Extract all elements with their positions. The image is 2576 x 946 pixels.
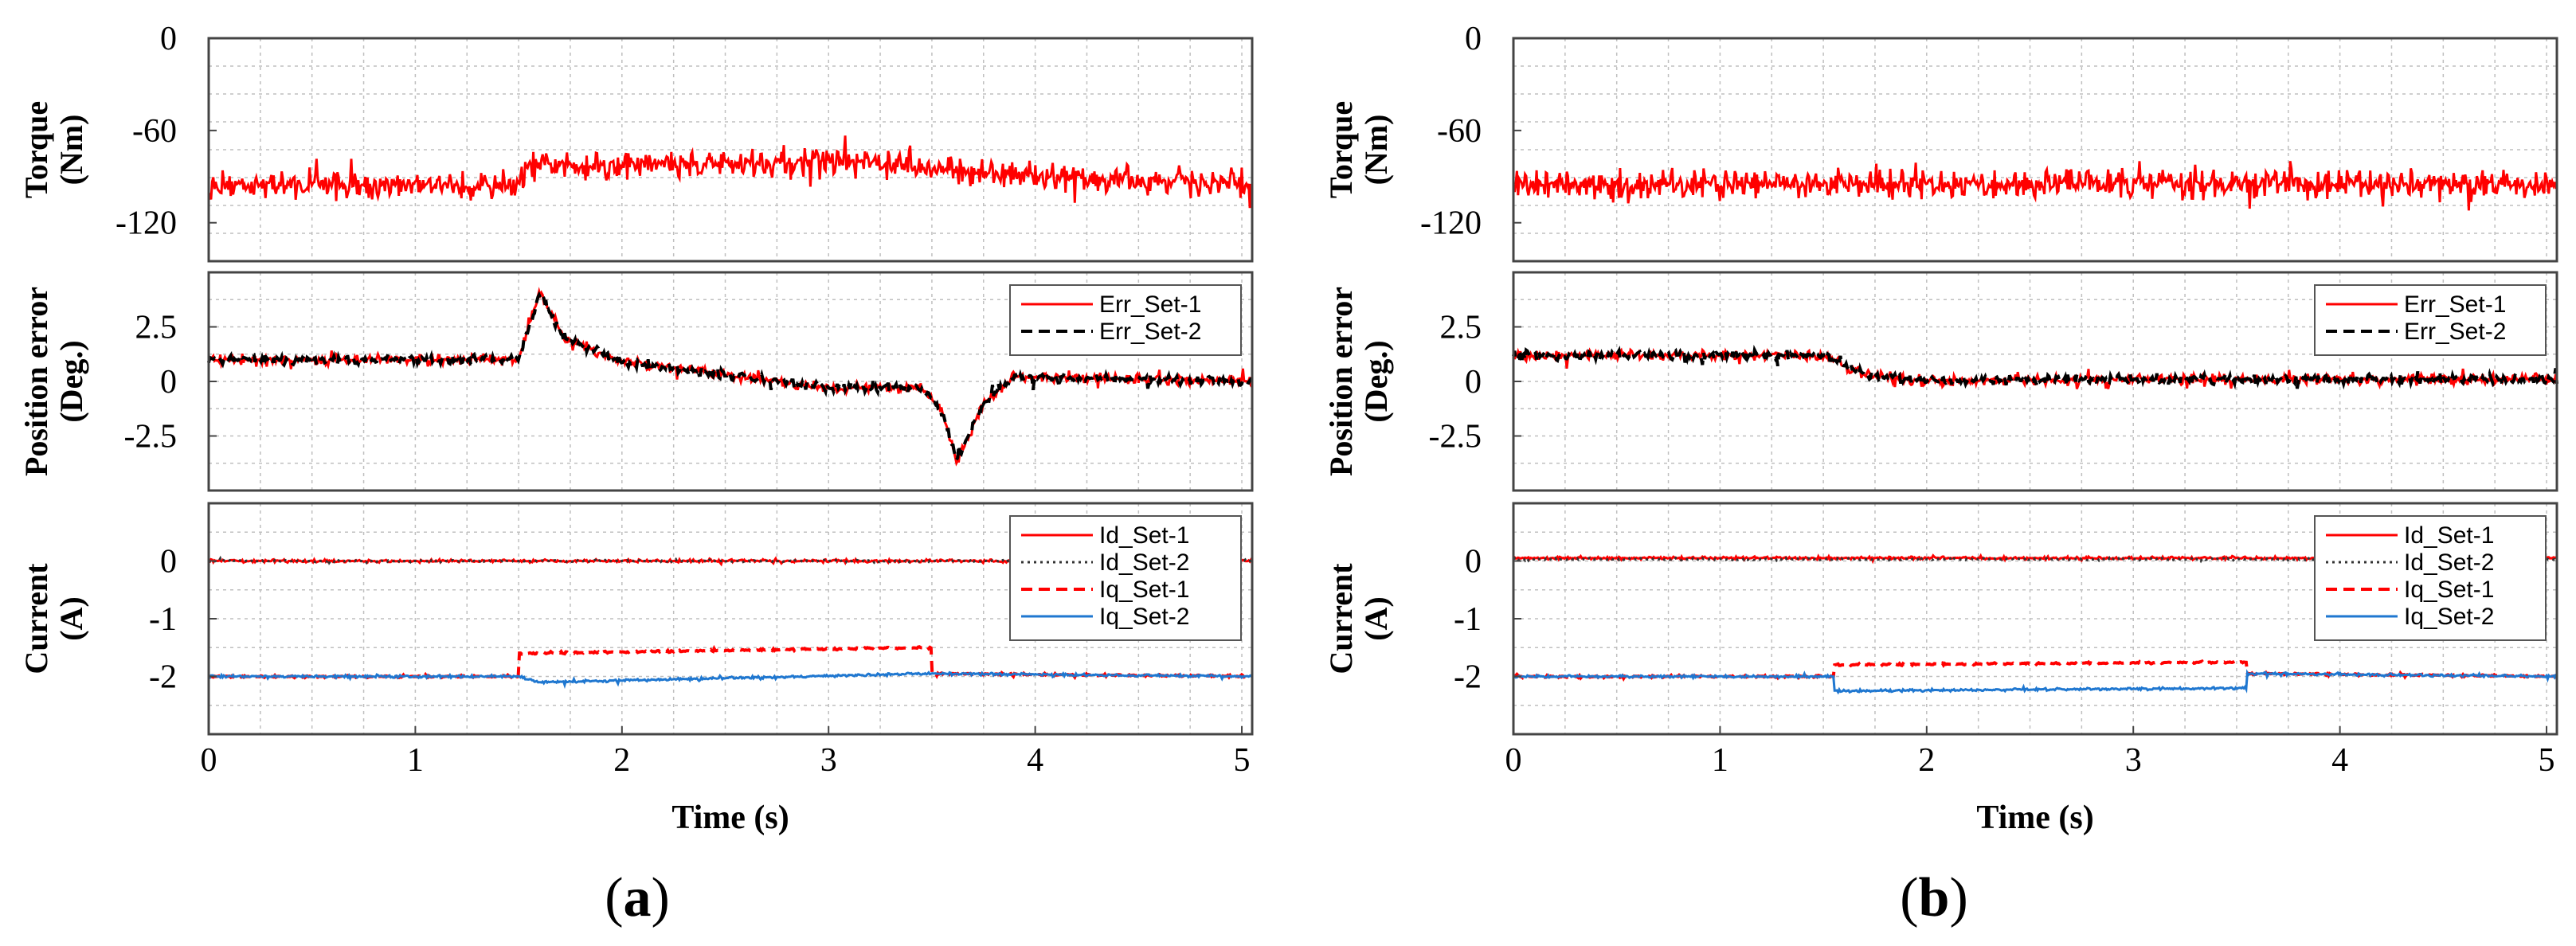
legend-box — [1009, 284, 1242, 356]
x-tick-label: 4 — [2331, 742, 2348, 779]
legend-label: Err_Set-1 — [2404, 291, 2506, 318]
x-tick-label: 5 — [1234, 742, 1251, 779]
y-tick-label: 0 — [1465, 21, 1482, 57]
series-line-iq-set-2 — [1513, 669, 2558, 695]
y-axis-label: (A) — [53, 596, 89, 641]
y-axis-label: (A) — [1358, 596, 1394, 641]
y-axis-label: Torque — [18, 101, 54, 198]
y-tick-label: -1 — [149, 601, 177, 638]
series-line-torque — [1512, 161, 2558, 211]
y-axis-label: Torque — [1323, 101, 1359, 198]
chart-a-panel-1: 0 -60 -120 Torque (Nm) — [18, 21, 1254, 263]
caption-open: ( — [1900, 867, 1918, 928]
legend-label: Id_Set-1 — [1099, 522, 1189, 549]
series-line-iq-set-2 — [208, 670, 1254, 690]
x-tick-label: 4 — [1027, 742, 1043, 779]
chart-a-panel-2: 2.5 0 -2.5 Position error (Deg.) Err_Set-1Err… — [18, 271, 1254, 492]
x-axis-label: Time (s) — [1976, 799, 2093, 836]
legend-label: Iq_Set-2 — [1099, 604, 1189, 630]
y-tick-label: -120 — [1420, 205, 1482, 242]
x-tick-label: 0 — [1505, 742, 1522, 779]
caption-close: ) — [652, 867, 670, 928]
legend-label: Iq_Set-1 — [2404, 577, 2494, 603]
y-tick-label: -60 — [132, 113, 177, 150]
chart-b-panel-2: 2.5 0 -2.5 Position error (Deg.) Err_Set-1Err… — [1323, 271, 2558, 492]
legend-label: Id_Set-1 — [2404, 522, 2494, 549]
plot-frame — [207, 37, 1254, 263]
y-axis-label: (Deg.) — [1358, 340, 1394, 422]
legend-box — [2314, 515, 2547, 641]
y-axis-label: Position error — [18, 287, 54, 476]
series-line-err-set-2 — [207, 291, 1253, 464]
y-axis-label: Current — [18, 563, 54, 674]
legend: Id_Set-1Id_Set-2Iq_Set-1Iq_Set-2 — [1009, 515, 1242, 641]
x-tick-label: 2 — [613, 742, 630, 779]
series-line-torque — [207, 135, 1254, 209]
y-tick-label: -2 — [149, 659, 177, 696]
chart-b-panel-1: 0 -60 -120 Torque (Nm) — [1323, 21, 2558, 263]
caption-letter: b — [1919, 867, 1950, 928]
x-tick-label: 5 — [2539, 742, 2555, 779]
legend-label: Id_Set-2 — [2404, 549, 2494, 576]
subfigure-caption: (b) — [1900, 867, 1968, 928]
y-axis-label: Current — [1323, 563, 1359, 674]
y-tick-label: 0 — [1465, 364, 1482, 401]
x-axis-label: Time (s) — [671, 799, 789, 836]
legend-box — [1009, 515, 1242, 641]
legend-label: Err_Set-2 — [1099, 319, 1201, 345]
caption-close: ) — [1949, 867, 1967, 928]
legend: Id_Set-1Id_Set-2Iq_Set-1Iq_Set-2 — [2314, 515, 2547, 641]
y-axis-label: (Deg.) — [53, 340, 89, 422]
x-tick-label: 1 — [407, 742, 424, 779]
y-tick-label: 0 — [160, 364, 177, 401]
legend-label: Err_Set-2 — [2404, 319, 2506, 345]
series-line-id-set-2 — [1513, 554, 2558, 565]
chart-b-panel-3: 0 -1 -2 Current (A) Id_Set-1Id_Set-2Iq_Set-1I… — [1323, 502, 2558, 779]
y-axis-label: (Nm) — [1358, 115, 1394, 186]
caption-open: ( — [605, 867, 623, 928]
x-tick-label: 2 — [1918, 742, 1935, 779]
y-tick-label: -2.5 — [124, 419, 178, 455]
legend-box — [2314, 284, 2547, 356]
y-tick-label: -60 — [1437, 113, 1482, 150]
y-tick-label: 2.5 — [1440, 310, 1482, 346]
x-tick-label: 3 — [2125, 742, 2142, 779]
y-tick-label: 2.5 — [135, 310, 178, 346]
y-tick-label: -120 — [115, 205, 177, 242]
y-axis-label: (Nm) — [53, 115, 89, 186]
series-line-iq-set-1 — [208, 644, 1253, 681]
y-tick-label: 0 — [160, 544, 177, 580]
chart-a-panel-3: 0 -1 -2 Current (A) Id_Set-1Id_Set-2Iq_Set-1I… — [18, 502, 1254, 779]
series-line-err-set-2 — [1512, 344, 2558, 390]
legend-label: Iq_Set-2 — [2404, 604, 2494, 630]
legend-label: Iq_Set-1 — [1099, 577, 1189, 603]
plot-frame — [1512, 37, 2558, 263]
y-tick-label: 0 — [1465, 544, 1482, 580]
x-tick-label: 1 — [1712, 742, 1728, 779]
y-tick-label: -1 — [1454, 601, 1482, 638]
y-tick-label: -2.5 — [1429, 419, 1482, 455]
subfigure-caption: (a) — [605, 867, 670, 928]
legend-label: Id_Set-2 — [1099, 549, 1189, 576]
x-tick-label: 3 — [820, 742, 837, 779]
caption-letter: a — [624, 867, 652, 928]
y-tick-label: 0 — [160, 21, 177, 57]
series-line-id-set-2 — [209, 555, 1253, 567]
y-tick-label: -2 — [1454, 659, 1482, 696]
x-tick-label: 0 — [201, 742, 217, 779]
y-axis-label: Position error — [1323, 287, 1359, 476]
legend-label: Err_Set-1 — [1099, 291, 1201, 318]
